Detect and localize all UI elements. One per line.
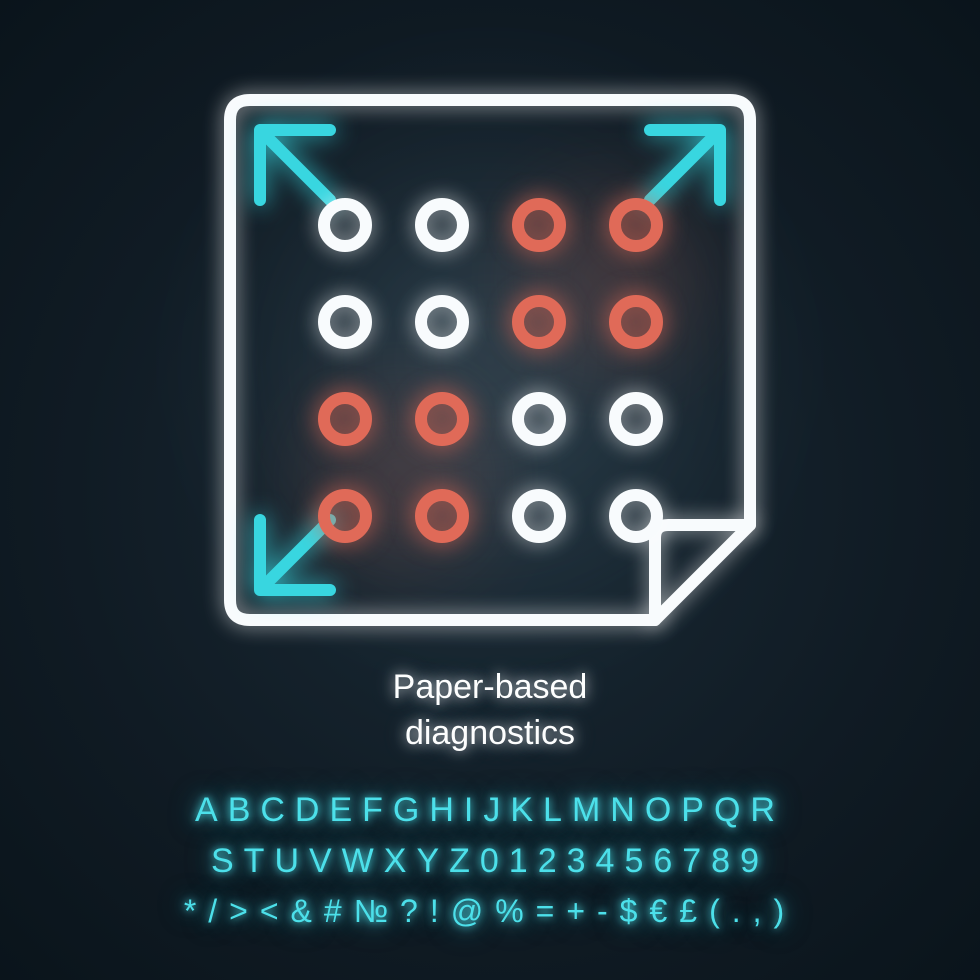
- dot-red-icon: [615, 204, 657, 246]
- corner-marker-icon: [650, 130, 720, 200]
- dot-white-icon: [421, 204, 463, 246]
- dot-white-icon: [615, 495, 657, 537]
- paper-diagnostics-icon: [190, 60, 790, 660]
- stage: Paper-based diagnostics ABCDEFGHIJKLMNOP…: [0, 0, 980, 980]
- alphabet-row: ABCDEFGHIJKLMNOPQR: [0, 785, 980, 836]
- dot-white-icon: [324, 301, 366, 343]
- dot-white-icon: [615, 398, 657, 440]
- dot-white-icon: [421, 301, 463, 343]
- dot-red-icon: [324, 398, 366, 440]
- alphabet-sample: ABCDEFGHIJKLMNOPQR STUVWXYZ0123456789 */…: [0, 785, 980, 935]
- dot-red-icon: [615, 301, 657, 343]
- corner-marker-icon: [260, 520, 330, 590]
- caption-line: Paper-based: [0, 665, 980, 711]
- dot-red-icon: [518, 204, 560, 246]
- caption-line: diagnostics: [0, 711, 980, 757]
- dot-red-icon: [421, 398, 463, 440]
- corner-marker-icon: [260, 130, 330, 200]
- icon-area: [190, 60, 790, 660]
- dot-white-icon: [518, 398, 560, 440]
- alphabet-row: */><&#№?!@%=+-$€£(.,): [0, 887, 980, 935]
- caption: Paper-based diagnostics: [0, 665, 980, 757]
- dot-white-icon: [324, 204, 366, 246]
- alphabet-row: STUVWXYZ0123456789: [0, 836, 980, 887]
- dot-grid-icon: [324, 204, 657, 537]
- dot-red-icon: [518, 301, 560, 343]
- dot-white-icon: [518, 495, 560, 537]
- dot-red-icon: [421, 495, 463, 537]
